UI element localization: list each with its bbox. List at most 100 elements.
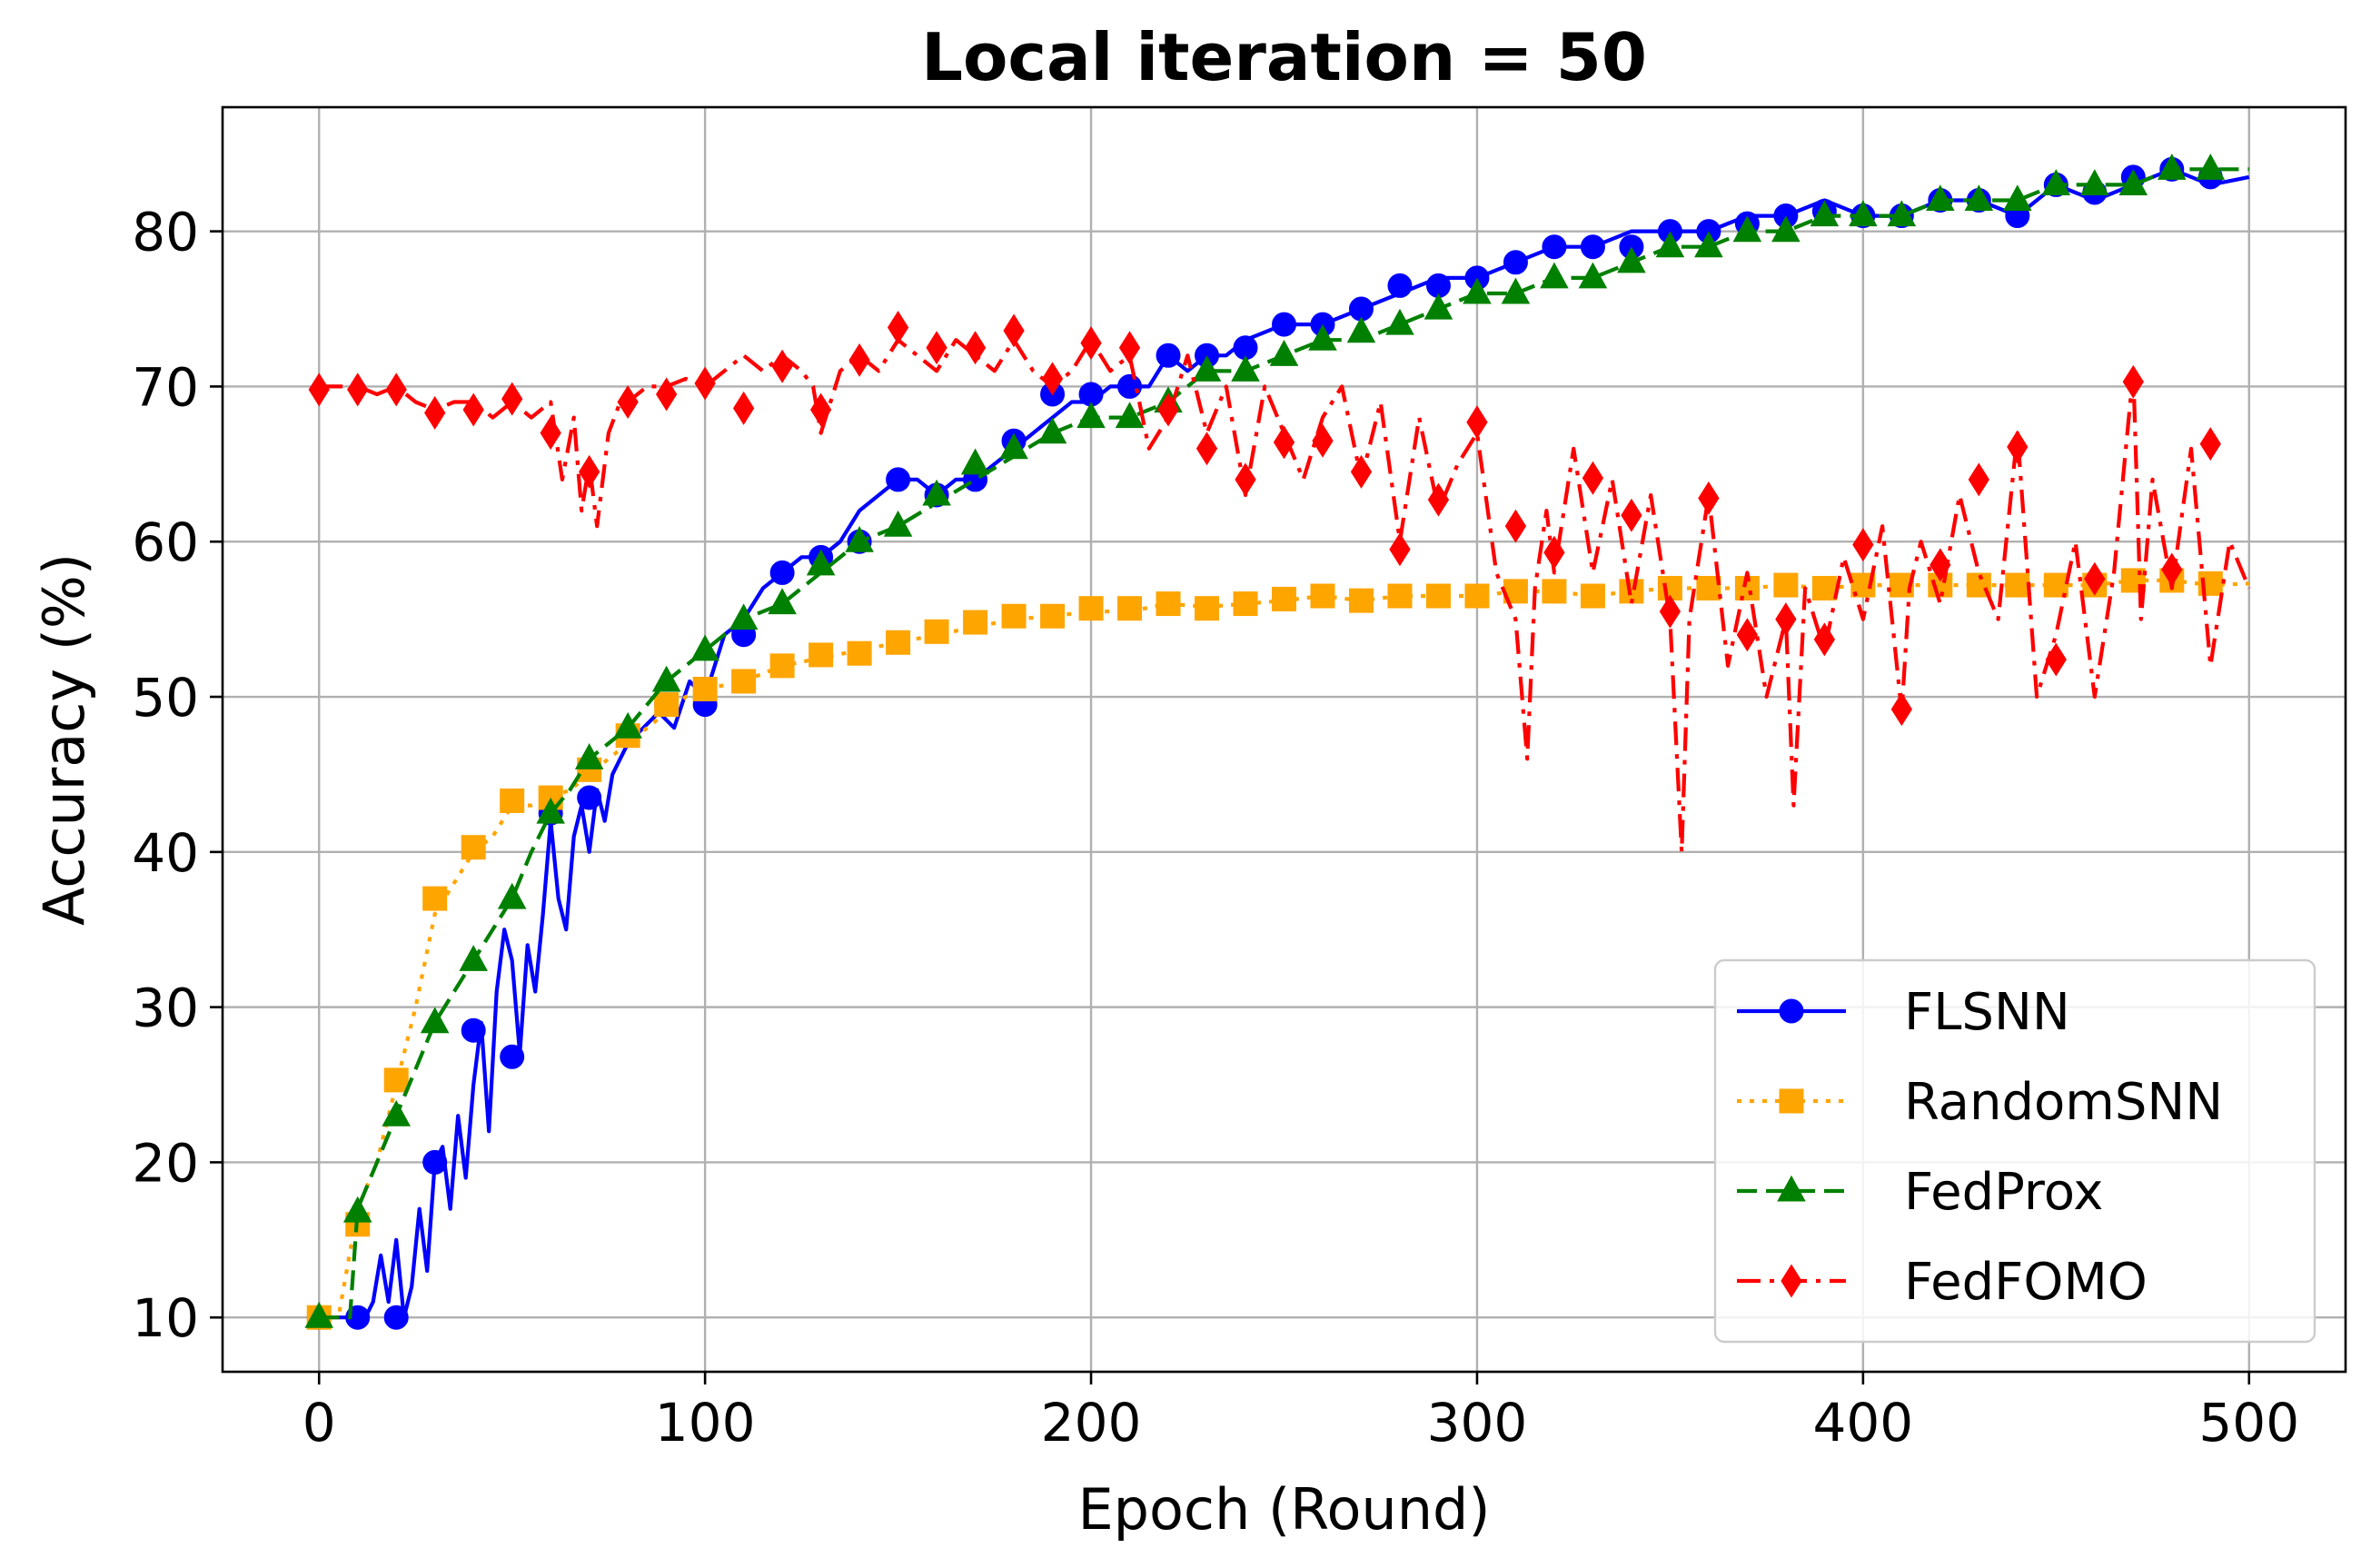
data-point-fedfomo <box>1890 692 1912 727</box>
data-point-randomsnn <box>1542 579 1567 604</box>
data-point-fedprox <box>1578 262 1608 289</box>
x-tick-label: 0 <box>303 1392 336 1454</box>
data-point-fedprox <box>1269 339 1299 366</box>
x-tick-label: 400 <box>1813 1392 1914 1454</box>
series-randomsnn <box>306 568 2249 1330</box>
data-point-fedfomo <box>771 349 793 383</box>
data-point-fedprox <box>2080 169 2109 195</box>
series-fedprox <box>304 154 2249 1328</box>
data-point-fedfomo <box>1041 362 1064 396</box>
data-point-fedprox <box>1849 200 1878 227</box>
data-point-randomsnn <box>963 610 988 635</box>
data-point-fedfomo <box>887 311 909 345</box>
data-point-randomsnn <box>1001 603 1027 629</box>
data-point-fedfomo <box>1080 326 1102 361</box>
data-point-fedprox <box>459 945 488 971</box>
y-tick-label: 50 <box>132 667 199 729</box>
data-point-fedfomo <box>1157 392 1179 427</box>
data-point-randomsnn <box>461 835 486 860</box>
data-point-fedfomo <box>656 377 678 412</box>
data-point-fedfomo <box>347 372 369 407</box>
data-point-randomsnn <box>1156 591 1181 617</box>
data-point-flsnn <box>1272 312 1296 337</box>
data-point-fedfomo <box>2045 642 2067 677</box>
legend: FLSNN RandomSNN FedProx FedFOMO <box>1713 958 2316 1344</box>
data-point-fedprox <box>1231 355 1260 382</box>
data-point-flsnn <box>1542 234 1567 260</box>
data-point-randomsnn <box>1811 575 1837 600</box>
data-point-fedprox <box>1076 402 1106 429</box>
data-point-flsnn <box>1580 234 1605 260</box>
data-point-fedprox <box>1655 231 1685 258</box>
data-point-flsnn <box>1503 250 1528 275</box>
data-point-fedprox <box>1463 277 1492 304</box>
data-point-fedprox <box>768 588 797 615</box>
data-point-fedprox <box>574 743 604 769</box>
data-point-fedprox <box>1385 308 1414 335</box>
data-point-fedfomo <box>1852 528 1874 562</box>
data-point-flsnn <box>461 1017 486 1043</box>
data-point-fedprox <box>342 1196 372 1223</box>
data-point-fedprox <box>1501 277 1531 304</box>
data-point-fedfomo <box>2084 561 2106 596</box>
data-point-randomsnn <box>1773 572 1799 598</box>
data-point-fedfomo <box>964 331 987 365</box>
y-tick-label: 20 <box>132 1132 199 1194</box>
legend-marker-fedfomo <box>1781 1264 1802 1298</box>
data-point-fedfomo <box>848 342 870 377</box>
data-point-randomsnn <box>1078 596 1104 621</box>
data-point-fedprox <box>613 711 642 739</box>
legend-label-fedfomo: FedFOMO <box>1904 1253 2148 1312</box>
data-point-flsnn <box>769 560 795 585</box>
data-point-flsnn <box>577 785 602 810</box>
legend-label-fedprox: FedProx <box>1904 1163 2103 1222</box>
data-point-flsnn <box>886 467 911 492</box>
data-point-randomsnn <box>1464 583 1490 609</box>
data-point-fedprox <box>1771 215 1801 243</box>
data-point-fedprox <box>2041 169 2071 195</box>
data-point-randomsnn <box>1348 588 1374 613</box>
data-point-fedprox <box>806 549 836 576</box>
data-point-fedfomo <box>694 366 716 401</box>
chart-title: Local iteration = 50 <box>921 19 1647 95</box>
data-point-randomsnn <box>692 676 718 701</box>
data-point-fedfomo <box>1698 481 1720 515</box>
y-tick-label: 60 <box>132 511 199 573</box>
data-point-fedprox <box>1424 293 1453 320</box>
y-tick-label: 30 <box>132 978 199 1039</box>
legend-box <box>1713 958 2316 1344</box>
data-point-randomsnn <box>1425 583 1451 609</box>
data-point-fedfomo <box>1312 423 1334 458</box>
data-point-randomsnn <box>924 619 949 644</box>
x-tick-label: 500 <box>2198 1392 2299 1454</box>
data-point-fedfomo <box>1235 462 1256 497</box>
data-point-fedprox <box>304 1301 334 1328</box>
legend-marker-fedprox <box>1777 1175 1806 1202</box>
data-point-fedfomo <box>462 392 484 427</box>
data-point-fedprox <box>1810 200 1840 227</box>
data-point-fedprox <box>497 882 527 909</box>
x-axis-label: Epoch (Round) <box>1077 1476 1490 1543</box>
data-point-fedfomo <box>579 454 600 489</box>
data-point-randomsnn <box>847 640 872 666</box>
data-point-fedprox <box>382 1099 412 1126</box>
data-point-randomsnn <box>886 630 911 655</box>
data-point-fedfomo <box>1504 509 1527 543</box>
data-point-flsnn <box>1156 342 1181 368</box>
data-point-fedfomo <box>1543 535 1565 570</box>
data-point-flsnn <box>383 1305 409 1330</box>
data-point-fedprox <box>729 603 759 630</box>
data-point-fedfomo <box>501 382 523 416</box>
data-point-fedfomo <box>1466 405 1488 440</box>
data-point-fedprox <box>1037 417 1067 444</box>
data-point-randomsnn <box>422 886 448 911</box>
data-point-fedfomo <box>2199 427 2221 461</box>
data-point-randomsnn <box>1387 583 1413 609</box>
data-point-randomsnn <box>808 642 834 668</box>
data-point-fedprox <box>690 634 719 661</box>
data-point-fedprox <box>420 1007 450 1034</box>
y-tick-label: 80 <box>132 202 199 263</box>
data-point-fedfomo <box>308 372 330 407</box>
data-point-fedfomo <box>1003 313 1025 348</box>
data-point-fedprox <box>1617 246 1646 273</box>
